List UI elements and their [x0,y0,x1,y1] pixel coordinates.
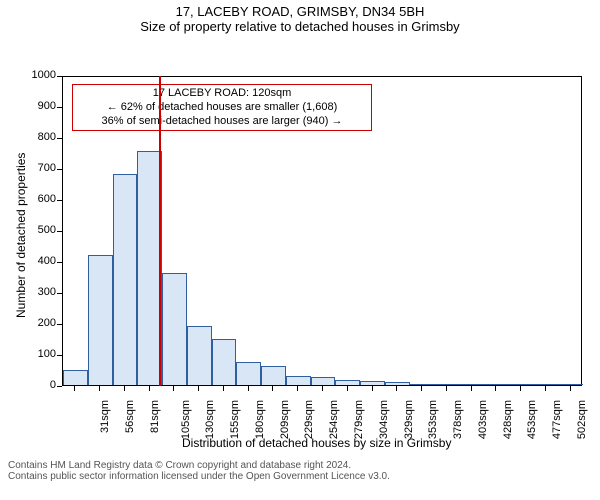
footer-line-1: Contains HM Land Registry data © Crown c… [8,460,592,471]
x-tick-mark [173,386,174,391]
x-tick-label: 453sqm [526,400,538,439]
histogram-bar [558,384,583,385]
histogram-bar [286,376,311,385]
x-tick-mark [297,386,298,391]
y-tick-label: 0 [24,379,56,391]
x-tick-label: 477sqm [551,400,563,439]
x-tick-label: 209sqm [279,400,291,439]
x-tick-mark [223,386,224,391]
annotation-line: 17 LACEBY ROAD: 120sqm [79,87,365,101]
x-tick-label: 31sqm [99,400,111,433]
y-tick-mark [57,262,62,263]
histogram-bar [311,377,336,385]
page-title-address: 17, LACEBY ROAD, GRIMSBY, DN34 5BH [0,0,600,19]
x-tick-label: 304sqm [378,400,390,439]
x-tick-label: 229sqm [304,400,316,439]
histogram-bar [509,384,534,385]
histogram-bar [335,380,360,385]
histogram-bar [484,384,509,385]
page-title-subtitle: Size of property relative to detached ho… [0,19,600,36]
x-tick-label: 130sqm [205,400,217,439]
y-tick-label: 600 [24,193,56,205]
histogram-bar [434,384,459,385]
x-tick-mark [322,386,323,391]
histogram-bar [236,362,261,385]
x-tick-label: 56sqm [124,400,136,433]
x-tick-label: 353sqm [427,400,439,439]
y-tick-label: 400 [24,255,56,267]
histogram-bar [162,273,187,385]
y-tick-label: 800 [24,131,56,143]
x-tick-mark [421,386,422,391]
y-tick-label: 300 [24,286,56,298]
annotation-box: 17 LACEBY ROAD: 120sqm← 62% of detached … [72,84,372,131]
footer-attribution: Contains HM Land Registry data © Crown c… [0,456,600,482]
histogram-bar [187,326,212,385]
property-marker-line [159,76,161,386]
chart-container: Number of detached properties Distributi… [0,36,600,456]
annotation-line: ← 62% of detached houses are smaller (1,… [79,101,365,115]
x-tick-mark [99,386,100,391]
x-tick-mark [372,386,373,391]
x-tick-mark [74,386,75,391]
x-tick-label: 105sqm [180,400,192,439]
y-tick-mark [57,386,62,387]
histogram-bar [63,370,88,386]
y-tick-mark [57,107,62,108]
histogram-bar [360,381,385,385]
x-tick-label: 180sqm [254,400,266,439]
x-tick-label: 502sqm [576,400,588,439]
y-tick-label: 500 [24,224,56,236]
x-tick-mark [570,386,571,391]
x-tick-label: 155sqm [229,400,241,439]
x-tick-mark [520,386,521,391]
histogram-bar [410,384,435,385]
histogram-bar [212,339,237,386]
y-tick-mark [57,200,62,201]
x-tick-mark [471,386,472,391]
x-tick-mark [149,386,150,391]
y-tick-mark [57,231,62,232]
y-tick-label: 200 [24,317,56,329]
x-tick-mark [124,386,125,391]
y-tick-label: 700 [24,162,56,174]
x-tick-mark [446,386,447,391]
y-tick-label: 900 [24,100,56,112]
x-tick-label: 254sqm [328,400,340,439]
x-tick-mark [545,386,546,391]
y-tick-mark [57,76,62,77]
x-tick-label: 428sqm [502,400,514,439]
x-tick-label: 378sqm [452,400,464,439]
y-tick-mark [57,293,62,294]
x-tick-label: 81sqm [149,400,161,433]
y-tick-mark [57,355,62,356]
y-tick-label: 1000 [24,69,56,81]
x-tick-mark [396,386,397,391]
x-tick-mark [248,386,249,391]
x-tick-mark [272,386,273,391]
histogram-bar [88,255,113,385]
y-tick-label: 100 [24,348,56,360]
x-tick-mark [347,386,348,391]
histogram-bar [533,384,558,385]
annotation-line: 36% of semi-detached houses are larger (… [79,115,365,129]
histogram-bar [385,382,410,385]
histogram-bar [459,384,484,385]
y-tick-mark [57,138,62,139]
y-tick-mark [57,169,62,170]
histogram-bar [261,366,286,385]
x-tick-mark [495,386,496,391]
footer-line-2: Contains public sector information licen… [8,471,592,482]
x-tick-label: 329sqm [403,400,415,439]
y-tick-mark [57,324,62,325]
x-tick-label: 279sqm [353,400,365,439]
x-tick-label: 403sqm [477,400,489,439]
x-tick-mark [198,386,199,391]
histogram-bar [113,174,138,385]
